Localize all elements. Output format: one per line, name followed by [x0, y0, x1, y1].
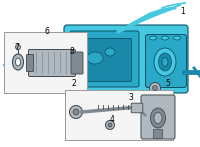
Ellipse shape — [162, 36, 168, 40]
FancyBboxPatch shape — [146, 35, 186, 87]
Ellipse shape — [150, 82, 160, 93]
FancyBboxPatch shape — [76, 39, 132, 81]
FancyBboxPatch shape — [71, 52, 83, 74]
Text: 3: 3 — [129, 93, 133, 102]
Ellipse shape — [70, 106, 83, 118]
FancyBboxPatch shape — [26, 55, 34, 71]
Text: 2: 2 — [72, 78, 76, 87]
Ellipse shape — [150, 36, 156, 40]
Text: 6: 6 — [45, 27, 49, 36]
Ellipse shape — [105, 48, 115, 56]
Text: 5: 5 — [166, 78, 170, 87]
Ellipse shape — [12, 54, 24, 70]
Ellipse shape — [16, 45, 21, 50]
FancyBboxPatch shape — [141, 95, 175, 139]
Ellipse shape — [151, 108, 166, 128]
Text: 4: 4 — [110, 115, 114, 123]
Bar — [65, 90, 173, 140]
FancyBboxPatch shape — [64, 25, 188, 93]
Ellipse shape — [87, 52, 103, 64]
Ellipse shape — [154, 48, 176, 76]
Ellipse shape — [16, 58, 21, 66]
Ellipse shape — [69, 56, 75, 67]
Ellipse shape — [153, 86, 158, 91]
Ellipse shape — [174, 36, 180, 40]
Text: 7: 7 — [15, 42, 19, 51]
FancyBboxPatch shape — [131, 103, 143, 113]
FancyBboxPatch shape — [29, 50, 76, 76]
Text: 1: 1 — [181, 7, 185, 16]
Ellipse shape — [154, 112, 162, 123]
Ellipse shape — [66, 52, 78, 72]
FancyBboxPatch shape — [154, 130, 162, 138]
Ellipse shape — [162, 57, 168, 66]
Bar — [4, 32, 87, 93]
Ellipse shape — [108, 123, 112, 127]
Text: 8: 8 — [70, 47, 74, 56]
Ellipse shape — [158, 53, 172, 71]
Ellipse shape — [106, 121, 114, 130]
FancyBboxPatch shape — [70, 31, 139, 87]
Ellipse shape — [73, 109, 79, 115]
